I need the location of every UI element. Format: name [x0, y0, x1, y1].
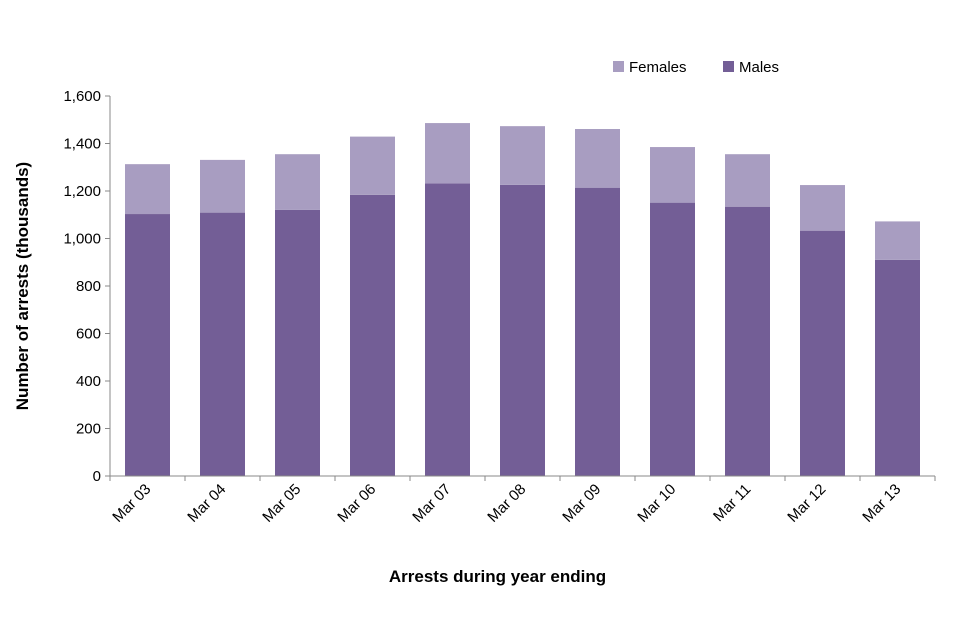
legend-swatch-females	[613, 61, 624, 72]
y-tick-label: 1,200	[63, 183, 101, 200]
x-tick-label: Mar 13	[859, 481, 904, 526]
bar-females-mar-08	[500, 126, 545, 185]
y-tick-label: 1,400	[63, 136, 101, 153]
legend-swatch-males	[723, 61, 734, 72]
bar-males-mar-06	[350, 194, 395, 477]
bar-females-mar-07	[425, 123, 470, 184]
bar-females-mar-06	[350, 136, 395, 195]
bar-males-mar-08	[500, 184, 545, 476]
y-axis-title: Number of arrests (thousands)	[13, 162, 32, 410]
bar-females-mar-05	[275, 154, 320, 210]
bar-females-mar-09	[575, 129, 620, 188]
legend-label-males: Males	[739, 59, 779, 76]
bar-males-mar-09	[575, 187, 620, 476]
x-tick-label: Mar 09	[559, 481, 604, 526]
x-tick-label: Mar 06	[334, 481, 379, 526]
x-tick-label: Mar 08	[484, 481, 529, 526]
y-tick-label: 1,600	[63, 88, 101, 105]
y-tick-label: 600	[76, 326, 101, 343]
x-tick-label: Mar 04	[184, 481, 229, 526]
y-tick-label: 1,000	[63, 231, 101, 248]
x-tick-label: Mar 03	[109, 481, 154, 526]
y-tick-label: 800	[76, 278, 101, 295]
legend-label-females: Females	[629, 59, 687, 76]
bar-males-mar-13	[875, 259, 920, 477]
bars-group	[125, 123, 920, 477]
bar-males-mar-03	[125, 214, 170, 477]
x-tick-label: Mar 05	[259, 481, 304, 526]
x-axis-title: Arrests during year ending	[389, 567, 606, 586]
bar-females-mar-03	[125, 164, 170, 215]
legend: Females Males	[613, 59, 779, 76]
bar-females-mar-11	[725, 154, 770, 207]
bar-males-mar-07	[425, 183, 470, 476]
bar-males-mar-12	[800, 230, 845, 476]
bar-females-mar-12	[800, 185, 845, 231]
x-tick-label: Mar 07	[409, 481, 454, 526]
bar-females-mar-13	[875, 221, 920, 260]
x-tick-label: Mar 12	[784, 481, 829, 526]
bar-males-mar-11	[725, 206, 770, 476]
bar-females-mar-04	[200, 159, 245, 213]
x-tick-label: Mar 11	[710, 481, 754, 525]
bar-males-mar-05	[275, 209, 320, 476]
bar-males-mar-10	[650, 202, 695, 476]
y-tick-label: 0	[93, 468, 101, 485]
y-tick-label: 200	[76, 421, 101, 438]
bar-males-mar-04	[200, 212, 245, 477]
bar-females-mar-10	[650, 147, 695, 203]
y-tick-label: 400	[76, 373, 101, 390]
x-tick-label: Mar 10	[634, 481, 679, 526]
